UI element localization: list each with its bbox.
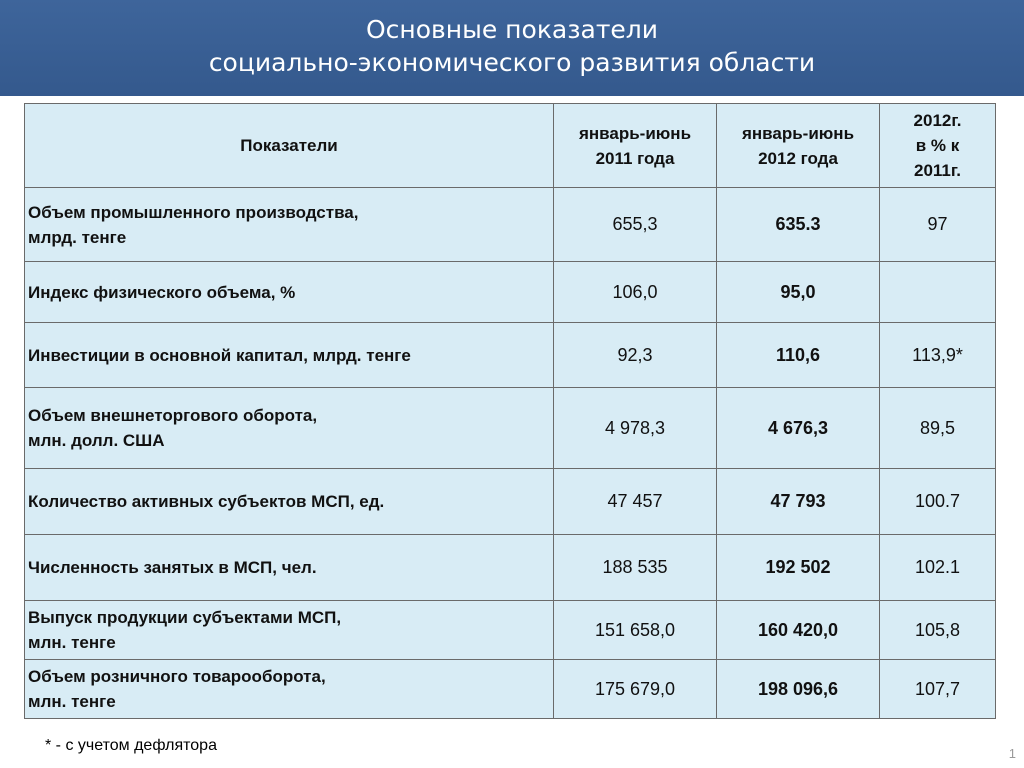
value-2011: 151 658,0	[553, 600, 717, 660]
row-label: Инвестиции в основной капитал, млрд. тен…	[24, 322, 554, 388]
value-2012: 192 502	[716, 534, 880, 601]
row-label: Объем промышленного производства, млрд. …	[24, 187, 554, 262]
value-percent: 113,9*	[879, 322, 996, 388]
value-percent: 107,7	[879, 659, 996, 719]
value-percent: 97	[879, 187, 996, 262]
table-row: Инвестиции в основной капитал, млрд. тен…	[24, 322, 996, 388]
table-row: Индекс физического объема, % 106,0 95,0	[24, 261, 996, 323]
column-header-2011: январь-июнь 2011 года	[553, 103, 717, 188]
row-label: Объем розничного товарооборота, млн. тен…	[24, 659, 554, 719]
column-header-2012: январь-июнь 2012 года	[716, 103, 880, 188]
value-2011: 188 535	[553, 534, 717, 601]
table-row: Объем внешнеторгового оборота, млн. долл…	[24, 387, 996, 469]
table-row: Количество активных субъектов МСП, ед. 4…	[24, 468, 996, 535]
column-header-percent: 2012г. в % к 2011г.	[879, 103, 996, 188]
value-2011: 47 457	[553, 468, 717, 535]
value-2011: 92,3	[553, 322, 717, 388]
column-header-indicator: Показатели	[24, 103, 554, 188]
value-2011: 175 679,0	[553, 659, 717, 719]
row-label: Количество активных субъектов МСП, ед.	[24, 468, 554, 535]
table-row: Выпуск продукции субъектами МСП, млн. те…	[24, 600, 996, 660]
value-percent: 89,5	[879, 387, 996, 469]
row-label: Объем внешнеторгового оборота, млн. долл…	[24, 387, 554, 469]
footnote: * - с учетом дефлятора	[45, 737, 217, 754]
row-label: Индекс физического объема, %	[24, 261, 554, 323]
value-2012: 47 793	[716, 468, 880, 535]
value-percent	[879, 261, 996, 323]
value-percent: 102.1	[879, 534, 996, 601]
indicators-table: Показатели январь-июнь 2011 года январь-…	[24, 103, 996, 719]
row-label: Численность занятых в МСП, чел.	[24, 534, 554, 601]
table-row: Объем розничного товарооборота, млн. тен…	[24, 659, 996, 719]
value-2012: 198 096,6	[716, 659, 880, 719]
value-2011: 106,0	[553, 261, 717, 323]
table-header-row: Показатели январь-июнь 2011 года январь-…	[24, 103, 996, 188]
table-row: Объем промышленного производства, млрд. …	[24, 187, 996, 262]
slide-title-line-1: Основные показатели	[365, 15, 659, 44]
value-2012: 110,6	[716, 322, 880, 388]
value-2012: 160 420,0	[716, 600, 880, 660]
page-number: 1	[1008, 746, 1016, 761]
value-percent: 105,8	[879, 600, 996, 660]
row-label: Выпуск продукции субъектами МСП, млн. те…	[24, 600, 554, 660]
slide-title-line-2: социально-экономического развития област…	[208, 48, 816, 77]
slide-header: Основные показатели социально-экономичес…	[0, 0, 1024, 96]
value-2011: 655,3	[553, 187, 717, 262]
indicators-table-container: Показатели январь-июнь 2011 года январь-…	[24, 103, 996, 719]
value-2012: 635.3	[716, 187, 880, 262]
value-2011: 4 978,3	[553, 387, 717, 469]
table-row: Численность занятых в МСП, чел. 188 535 …	[24, 534, 996, 601]
value-2012: 95,0	[716, 261, 880, 323]
value-percent: 100.7	[879, 468, 996, 535]
value-2012: 4 676,3	[716, 387, 880, 469]
